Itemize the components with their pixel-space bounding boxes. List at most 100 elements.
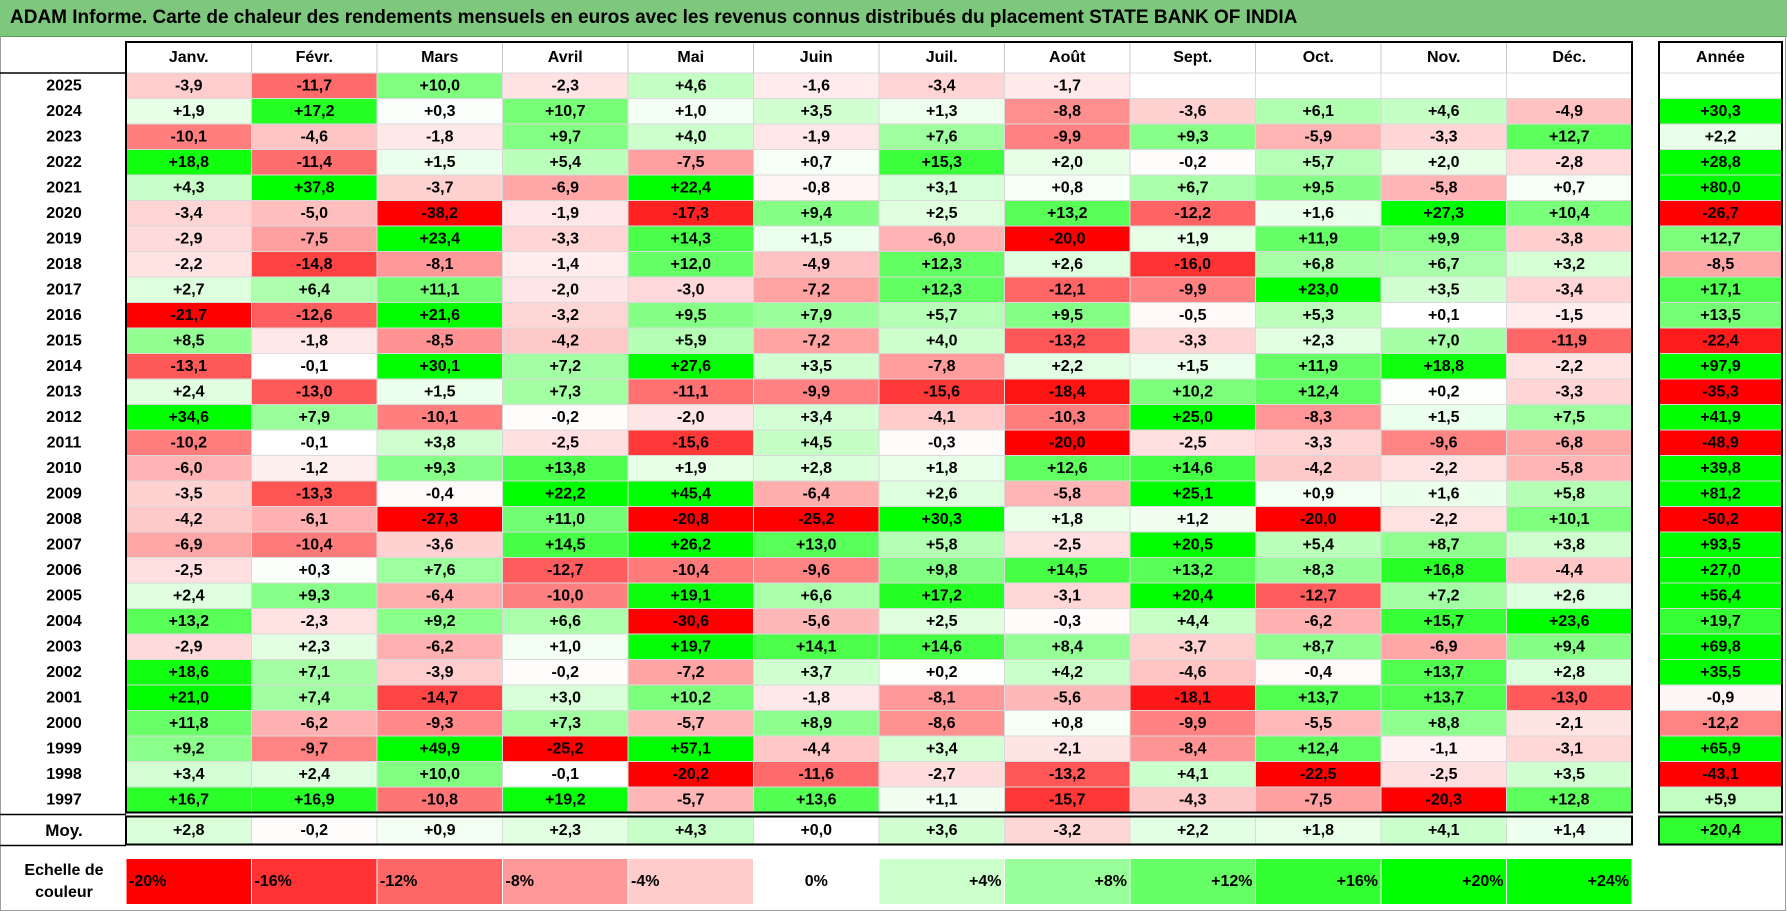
cell-value: -3,3 bbox=[551, 230, 579, 247]
cell-value: +3,4 bbox=[800, 409, 832, 426]
cell-value: +6,8 bbox=[1302, 256, 1334, 273]
cell-value: -5,6 bbox=[802, 613, 830, 630]
cell-value: +7,6 bbox=[424, 562, 456, 579]
cell-value: +6,1 bbox=[1302, 103, 1334, 120]
cell-value: +2,4 bbox=[298, 766, 330, 783]
month-header-label: Mai bbox=[677, 49, 704, 66]
heatmap-cell bbox=[502, 404, 629, 431]
month-header-label: Août bbox=[1049, 49, 1086, 66]
cell-value: -5,8 bbox=[1053, 485, 1081, 502]
heatmap-cell bbox=[376, 200, 503, 227]
year-label: 2005 bbox=[46, 587, 82, 604]
cell-value: +13,8 bbox=[545, 460, 586, 477]
cell-value: -4,4 bbox=[802, 740, 830, 757]
cell-value: +10,7 bbox=[545, 103, 586, 120]
heatmap-cell bbox=[376, 404, 503, 431]
cell-value: +1,6 bbox=[1428, 485, 1460, 502]
heatmap-cell bbox=[376, 480, 503, 507]
cell-value: +8,5 bbox=[173, 332, 205, 349]
cell-value: +11,9 bbox=[1298, 230, 1338, 247]
cell-value: +5,4 bbox=[1302, 536, 1334, 553]
heatmap-cell bbox=[627, 149, 754, 176]
cell-value: -1,5 bbox=[1555, 307, 1583, 324]
annual-cell bbox=[1658, 378, 1783, 405]
cell-value: +14,6 bbox=[922, 638, 963, 655]
heatmap-cell bbox=[1255, 98, 1382, 125]
cell-value: -3,1 bbox=[1053, 587, 1081, 604]
heatmap-cell bbox=[627, 633, 754, 660]
cell-value: +9,5 bbox=[1051, 307, 1083, 324]
heatmap-cell bbox=[502, 582, 629, 609]
cell-value: -6,1 bbox=[300, 511, 328, 528]
average-value: +1,4 bbox=[1553, 822, 1585, 839]
cell-value: +3,2 bbox=[1553, 256, 1585, 273]
heatmap-cell bbox=[1380, 480, 1507, 507]
heatmap-cell bbox=[627, 786, 754, 813]
cell-value: -15,6 bbox=[924, 383, 961, 400]
cell-value: -2,2 bbox=[1430, 511, 1458, 528]
cell-value: +9,4 bbox=[800, 205, 832, 222]
cell-value: +1,3 bbox=[926, 103, 958, 120]
heatmap-cell bbox=[376, 557, 503, 584]
cell-value: -20,2 bbox=[673, 766, 710, 783]
year-label: 2006 bbox=[46, 562, 82, 579]
cell-value: +12,0 bbox=[671, 256, 712, 273]
average-label: Moy. bbox=[45, 821, 82, 840]
cell-value: -7,2 bbox=[677, 664, 705, 681]
cell-value: -0,2 bbox=[551, 409, 579, 426]
cell-value: +2,6 bbox=[1553, 587, 1585, 604]
page-title: ADAM Informe. Carte de chaleur des rende… bbox=[10, 7, 1298, 28]
heatmap-cell bbox=[1129, 72, 1256, 99]
cell-value: -3,5 bbox=[175, 485, 203, 502]
heatmap-cell bbox=[878, 480, 1005, 507]
cell-value: +1,0 bbox=[549, 638, 581, 655]
cell-value: -14,8 bbox=[296, 256, 333, 273]
cell-value: -22,5 bbox=[1300, 766, 1337, 783]
cell-value: -2,0 bbox=[551, 281, 579, 298]
heatmap-cell bbox=[753, 302, 880, 329]
average-cell bbox=[1506, 816, 1633, 845]
heatmap-cell bbox=[753, 200, 880, 227]
average-cell bbox=[502, 816, 629, 845]
annual-value: +30,3 bbox=[1700, 103, 1741, 120]
scale-tick-label: +24% bbox=[1588, 873, 1629, 890]
cell-value: -10,3 bbox=[1049, 409, 1086, 426]
cell-value: -2,9 bbox=[175, 638, 203, 655]
cell-value: +12,8 bbox=[1549, 791, 1590, 808]
heatmap-cell bbox=[251, 149, 378, 176]
cell-value: -0,2 bbox=[1179, 154, 1207, 171]
cell-value: +10,0 bbox=[420, 77, 461, 94]
cell-value: -3,9 bbox=[175, 77, 203, 94]
heatmap-cell bbox=[125, 378, 252, 405]
heatmap-cell bbox=[1004, 174, 1131, 201]
cell-value: +0,2 bbox=[926, 664, 958, 681]
annual-value: +13,5 bbox=[1700, 307, 1741, 324]
heatmap-cell bbox=[1129, 327, 1256, 354]
cell-value: +9,3 bbox=[1177, 128, 1209, 145]
cell-value: -6,4 bbox=[802, 485, 830, 502]
cell-value: +7,0 bbox=[1428, 332, 1460, 349]
cell-value: -4,6 bbox=[1179, 664, 1207, 681]
cell-value: -6,9 bbox=[551, 179, 579, 196]
cell-value: +0,9 bbox=[1302, 485, 1334, 502]
heatmap-cell bbox=[502, 608, 629, 635]
average-value: +4,3 bbox=[675, 822, 707, 839]
annual-cell bbox=[1658, 327, 1783, 354]
annual-cell bbox=[1658, 225, 1783, 252]
cell-value: +6,7 bbox=[1428, 256, 1460, 273]
cell-value: -10,4 bbox=[296, 536, 333, 553]
heatmap-cell bbox=[376, 149, 503, 176]
heatmap-cell bbox=[753, 531, 880, 558]
cell-value: +45,4 bbox=[671, 485, 712, 502]
cell-value: -1,2 bbox=[300, 460, 328, 477]
cell-value: +13,7 bbox=[1298, 689, 1339, 706]
heatmap-cell bbox=[1255, 761, 1382, 788]
heatmap-cell bbox=[878, 710, 1005, 737]
cell-value: -0,1 bbox=[300, 358, 328, 375]
cell-value: +23,0 bbox=[1298, 281, 1339, 298]
annual-value: +93,5 bbox=[1700, 536, 1741, 553]
cell-value: +3,8 bbox=[1553, 536, 1585, 553]
month-header-cell bbox=[1380, 41, 1507, 74]
cell-value: +21,0 bbox=[169, 689, 210, 706]
heatmap-cell bbox=[1506, 710, 1633, 737]
